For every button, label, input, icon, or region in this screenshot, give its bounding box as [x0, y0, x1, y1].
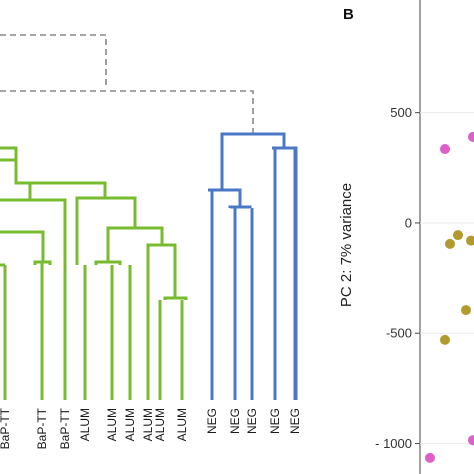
dendrogram-leaf-label: ALUM	[141, 408, 155, 441]
dendrogram-merge	[0, 146, 18, 162]
pca-point	[466, 235, 474, 246]
dendrogram-leaf-label: NEG	[228, 408, 242, 434]
dendrogram-merge	[220, 132, 286, 190]
y-tick-label: - 1000	[375, 436, 412, 451]
dendrogram-merge	[14, 160, 30, 185]
pca-point	[445, 238, 455, 249]
dendrogram-leaf-label: BaP-TT	[0, 407, 12, 449]
dendrogram-merge	[28, 181, 107, 200]
panel-label-b: B	[343, 6, 354, 23]
dendrogram-leaf-label: ALUM	[123, 408, 137, 441]
dendrogram-leaf-label: BaP-TT	[35, 407, 49, 449]
dendrogram-root-branch	[0, 90, 254, 133]
dendrogram-merge	[228, 205, 252, 209]
dendrogram-merge	[208, 188, 242, 207]
dendrogram-leaf-label: BaP-TT	[58, 407, 72, 449]
dendrogram-leaf-label: NEG	[245, 408, 259, 434]
y-axis-title: PC 2: 7% variance	[338, 183, 355, 307]
dendrogram-leaf-label: ALUM	[153, 408, 167, 441]
y-tick-label: -500	[386, 326, 412, 341]
pca-point	[425, 452, 435, 463]
pca-point	[468, 131, 474, 142]
dendrogram-merge	[0, 198, 67, 265]
dendrogram-merge	[94, 260, 122, 265]
y-tick-label: 0	[405, 215, 412, 230]
dendrogram-leaf-label: ALUM	[105, 408, 119, 441]
dendrogram-merge	[75, 196, 137, 265]
dendrogram-root-branch	[0, 34, 107, 88]
pca-point	[453, 230, 463, 241]
pca-point	[461, 305, 471, 316]
pca-point	[468, 435, 474, 446]
dendrogram-leaf-label: ALUM	[78, 408, 92, 441]
pca-point	[440, 144, 450, 155]
y-tick-label: 500	[390, 105, 412, 120]
dendrogram-leaf-label: NEG	[268, 408, 282, 434]
dendrogram-merge	[0, 230, 45, 262]
dendrogram-merge	[272, 146, 298, 400]
plot-area	[420, 0, 474, 474]
dendrogram-leaf-label: NEG	[205, 408, 219, 434]
dendrogram-leaf-label: NEG	[288, 408, 302, 434]
dendrogram-leaf-label: ALUM	[175, 408, 189, 441]
dendrogram-merge	[146, 243, 177, 300]
pca-point	[440, 334, 450, 345]
dendrogram-merge	[163, 296, 188, 300]
pca-panel: 500 0 -500 - 1000 B PC 2: 7% variance	[338, 0, 474, 474]
